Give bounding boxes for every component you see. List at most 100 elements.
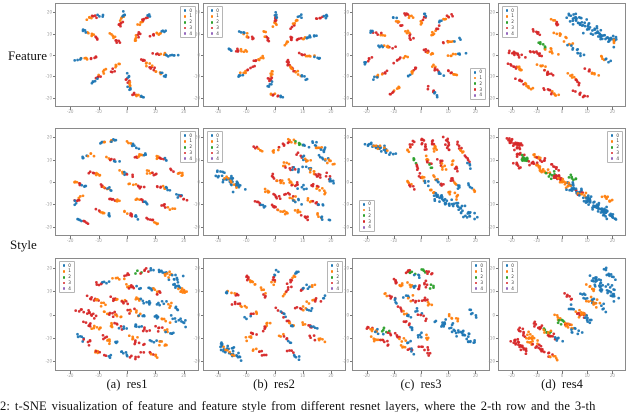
legend-marker-icon bbox=[362, 208, 366, 212]
scatter-plot-style-row3-res1: -20 -10 0 10 20 20 10 0 -10 -20 0 1 2 3 4 bbox=[45, 258, 199, 378]
x-axis-tick bbox=[98, 371, 100, 374]
x-axis-tick-label: 20 bbox=[181, 238, 187, 243]
y-axis-tick-label: 0 bbox=[492, 312, 495, 317]
col-label-res4: (d) res4 bbox=[541, 377, 583, 391]
legend-item: 1 bbox=[183, 139, 192, 143]
x-axis-tick-label: -10 bbox=[533, 238, 541, 243]
scatter-plot-style-row3-res2: -20 -10 0 10 20 20 10 0 -10 -20 0 1 2 3 4 bbox=[193, 258, 346, 378]
x-axis-tick-label: 10 bbox=[152, 238, 158, 243]
legend-label: 2 bbox=[189, 19, 192, 25]
x-axis-tick bbox=[562, 236, 563, 239]
legend-item: 3 bbox=[210, 150, 219, 155]
x-axis-tick-label: 20 bbox=[328, 373, 334, 378]
x-axis-tick-label: -20 bbox=[214, 373, 222, 378]
legend-label: 3 bbox=[68, 279, 71, 285]
x-axis-tick-label: 0 bbox=[273, 238, 276, 243]
x-axis-tick bbox=[612, 107, 614, 110]
legend-marker-icon bbox=[610, 140, 614, 143]
legend-label: 3 bbox=[511, 24, 514, 30]
legend-marker-icon bbox=[610, 151, 614, 155]
x-axis-tick bbox=[612, 236, 614, 239]
y-axis-tick-label: -20 bbox=[342, 224, 349, 230]
col-label-res2: (b) res2 bbox=[253, 377, 295, 391]
legend-marker-icon bbox=[62, 275, 66, 279]
legend-marker-icon bbox=[210, 140, 214, 143]
x-axis-tick-label: -10 bbox=[95, 109, 102, 114]
legend-marker-icon bbox=[62, 270, 66, 273]
y-axis-tick bbox=[349, 97, 352, 99]
y-axis-tick bbox=[349, 226, 352, 228]
y-axis-tick bbox=[200, 291, 203, 293]
legend-item: 0 bbox=[505, 8, 514, 13]
legend-item: 4 bbox=[210, 31, 219, 36]
legend-label: 1 bbox=[480, 268, 483, 274]
legend-label: 0 bbox=[511, 262, 514, 268]
legend-item: 0 bbox=[505, 262, 514, 268]
legend-item: 3 bbox=[330, 280, 339, 285]
x-axis-tick-label: -20 bbox=[214, 109, 222, 114]
x-axis-tick bbox=[183, 236, 185, 239]
x-axis-tick bbox=[475, 107, 477, 110]
x-axis-tick bbox=[70, 236, 72, 239]
scatter-points-svg bbox=[214, 137, 336, 222]
legend-label: 1 bbox=[216, 13, 219, 19]
legend-item: 2 bbox=[183, 144, 192, 149]
y-axis-tick bbox=[200, 55, 203, 56]
x-axis-tick bbox=[562, 371, 563, 374]
legend-item: 3 bbox=[505, 279, 514, 285]
x-axis-tick bbox=[70, 107, 72, 110]
x-axis-tick-label: 20 bbox=[472, 109, 478, 114]
y-axis-tick-label: 10 bbox=[343, 31, 349, 37]
legend-item: 4 bbox=[183, 31, 192, 36]
legend-item: 0 bbox=[474, 263, 483, 268]
scatter-points-svg bbox=[363, 12, 468, 99]
x-axis-tick bbox=[218, 371, 220, 374]
legend-label: 1 bbox=[68, 268, 71, 274]
y-axis-tick-label: 0 bbox=[346, 179, 349, 185]
legend-item: 2 bbox=[210, 144, 219, 149]
y-axis-tick-label: -10 bbox=[45, 73, 52, 79]
legend-label: 3 bbox=[511, 279, 514, 285]
legend-marker-icon bbox=[505, 15, 509, 18]
y-axis-tick-label: -20 bbox=[488, 95, 495, 101]
x-axis-tick bbox=[274, 371, 276, 374]
y-axis-tick-label: 20 bbox=[194, 9, 200, 15]
legend-item: 2 bbox=[62, 274, 71, 279]
x-axis-tick-label: 0 bbox=[125, 373, 129, 378]
legend-marker-icon bbox=[210, 157, 214, 161]
legend-item: 0 bbox=[183, 133, 192, 138]
x-axis-tick-label: 10 bbox=[152, 373, 158, 378]
y-axis-tick-label: 20 bbox=[489, 9, 495, 15]
x-axis-tick-label: 20 bbox=[328, 238, 334, 243]
legend-marker-icon bbox=[210, 145, 214, 149]
legend-marker-icon bbox=[505, 26, 509, 30]
legend-marker-icon bbox=[183, 134, 187, 137]
legend-item: 3 bbox=[210, 25, 219, 30]
legend-item: 1 bbox=[474, 268, 483, 274]
legend-item: 2 bbox=[330, 274, 339, 279]
legend-item: 1 bbox=[62, 268, 71, 274]
x-axis-tick bbox=[246, 107, 248, 110]
x-axis-tick bbox=[98, 107, 100, 110]
legend-item: 4 bbox=[473, 93, 482, 97]
x-axis-tick bbox=[475, 371, 477, 374]
x-axis-tick-label: -20 bbox=[508, 109, 515, 114]
legend-marker-icon bbox=[183, 32, 187, 36]
y-axis-tick-label: 0 bbox=[346, 312, 349, 317]
legend-item: 2 bbox=[362, 213, 371, 218]
x-axis-tick-label: 20 bbox=[609, 238, 615, 243]
x-axis-tick bbox=[448, 107, 450, 110]
legend-item: 0 bbox=[330, 263, 339, 268]
scatter-plot-style-res3: -20 -10 0 10 20 20 10 0 -10 -20 0 1 2 3 4 bbox=[342, 128, 490, 243]
x-axis-tick bbox=[475, 236, 477, 239]
x-axis-tick-label: 0 bbox=[273, 109, 276, 114]
y-axis-tick-label: -10 bbox=[193, 335, 200, 341]
scatter-plot-style-row3-res4: -20 -10 0 10 20 20 10 0 -10 -20 0 1 2 3 4 bbox=[488, 258, 626, 378]
x-axis-tick-label: -10 bbox=[533, 109, 541, 114]
y-axis-tick bbox=[349, 337, 352, 339]
